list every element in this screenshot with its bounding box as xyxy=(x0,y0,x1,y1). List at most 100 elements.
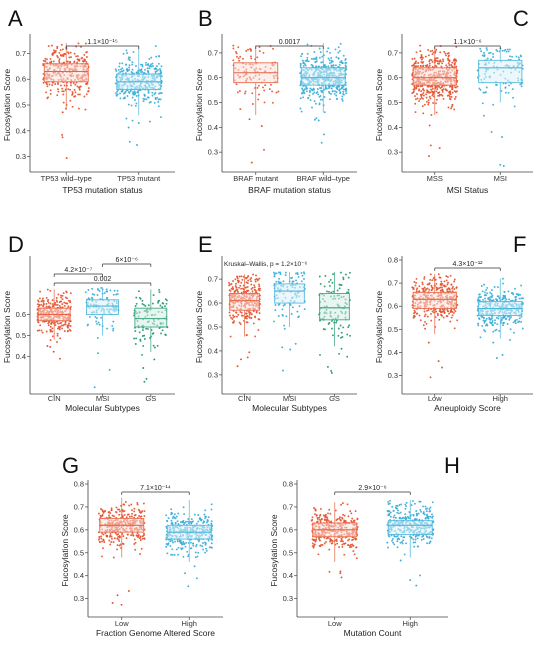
data-point xyxy=(424,64,427,67)
data-point xyxy=(297,276,300,278)
data-point xyxy=(58,58,61,61)
data-point xyxy=(308,94,311,97)
data-point xyxy=(158,55,160,58)
data-point xyxy=(143,94,146,97)
data-point xyxy=(445,279,448,282)
data-point xyxy=(485,288,488,291)
data-point xyxy=(419,50,422,53)
data-point xyxy=(306,52,309,55)
y-tick-label: 0.5 xyxy=(208,98,218,107)
data-point xyxy=(412,541,415,544)
data-point xyxy=(342,90,345,93)
data-point xyxy=(320,61,323,64)
data-point xyxy=(136,144,138,146)
data-point xyxy=(416,97,419,100)
data-point xyxy=(336,518,339,521)
data-point xyxy=(57,88,59,91)
data-point xyxy=(318,516,321,519)
data-point xyxy=(438,91,441,94)
data-point xyxy=(453,280,456,283)
y-axis-title: Fucosylation Score xyxy=(2,291,12,364)
data-point xyxy=(315,117,318,120)
data-point xyxy=(48,83,51,86)
box xyxy=(86,299,119,315)
data-point xyxy=(425,288,428,291)
data-point xyxy=(311,545,314,548)
data-point xyxy=(452,59,455,62)
data-point xyxy=(148,67,151,70)
data-point xyxy=(145,377,148,380)
data-point xyxy=(45,91,48,94)
data-point xyxy=(255,310,258,313)
data-point xyxy=(210,520,213,523)
data-point xyxy=(51,53,54,56)
data-point xyxy=(517,56,520,59)
data-point xyxy=(183,522,186,524)
data-point xyxy=(335,56,338,59)
data-point xyxy=(118,540,121,542)
data-point xyxy=(440,65,443,68)
data-point xyxy=(337,57,340,60)
data-point xyxy=(483,52,485,54)
data-point xyxy=(166,552,169,555)
data-point xyxy=(250,57,253,60)
data-point xyxy=(61,48,64,51)
data-point xyxy=(411,83,414,85)
data-point xyxy=(143,510,146,513)
data-point xyxy=(444,88,447,91)
data-point xyxy=(420,510,423,513)
data-point xyxy=(318,275,321,278)
data-point xyxy=(153,346,156,349)
data-point xyxy=(107,511,110,514)
data-point xyxy=(252,322,255,325)
box xyxy=(229,293,260,311)
data-point xyxy=(419,65,422,67)
data-point xyxy=(342,276,345,279)
data-point xyxy=(250,313,253,316)
data-point xyxy=(247,279,250,282)
data-point xyxy=(275,280,278,283)
data-point xyxy=(173,553,176,556)
data-point xyxy=(492,299,495,302)
data-point xyxy=(135,534,138,537)
data-point xyxy=(242,275,245,278)
data-point xyxy=(284,271,287,274)
data-point xyxy=(147,304,150,307)
data-point xyxy=(275,91,278,94)
data-point xyxy=(57,293,60,296)
data-point xyxy=(327,47,330,50)
data-point xyxy=(157,301,160,304)
data-point xyxy=(309,99,312,102)
data-point xyxy=(258,46,261,48)
data-point xyxy=(208,546,211,549)
data-point xyxy=(326,516,329,519)
data-point xyxy=(101,540,104,543)
panel-letter: C xyxy=(513,6,529,31)
data-point xyxy=(427,99,430,102)
data-point xyxy=(137,536,140,539)
data-point xyxy=(238,286,240,289)
data-point xyxy=(62,90,65,93)
data-point xyxy=(453,308,456,311)
data-point xyxy=(112,327,115,330)
data-point xyxy=(66,329,69,332)
data-point xyxy=(429,273,432,276)
data-point xyxy=(328,86,331,88)
y-tick-label: 0.7 xyxy=(16,49,26,58)
data-point xyxy=(145,98,148,101)
data-point xyxy=(330,92,332,95)
data-point xyxy=(415,277,418,280)
y-tick-label: 0.3 xyxy=(208,370,218,379)
data-point xyxy=(307,60,310,63)
data-point xyxy=(240,281,243,284)
data-point xyxy=(141,299,144,302)
data-point xyxy=(429,97,432,100)
data-point xyxy=(177,512,180,515)
data-point xyxy=(336,289,339,292)
data-point xyxy=(437,60,440,63)
data-point xyxy=(271,90,274,93)
data-point xyxy=(451,287,454,290)
data-point xyxy=(334,509,337,512)
data-point xyxy=(422,94,425,97)
